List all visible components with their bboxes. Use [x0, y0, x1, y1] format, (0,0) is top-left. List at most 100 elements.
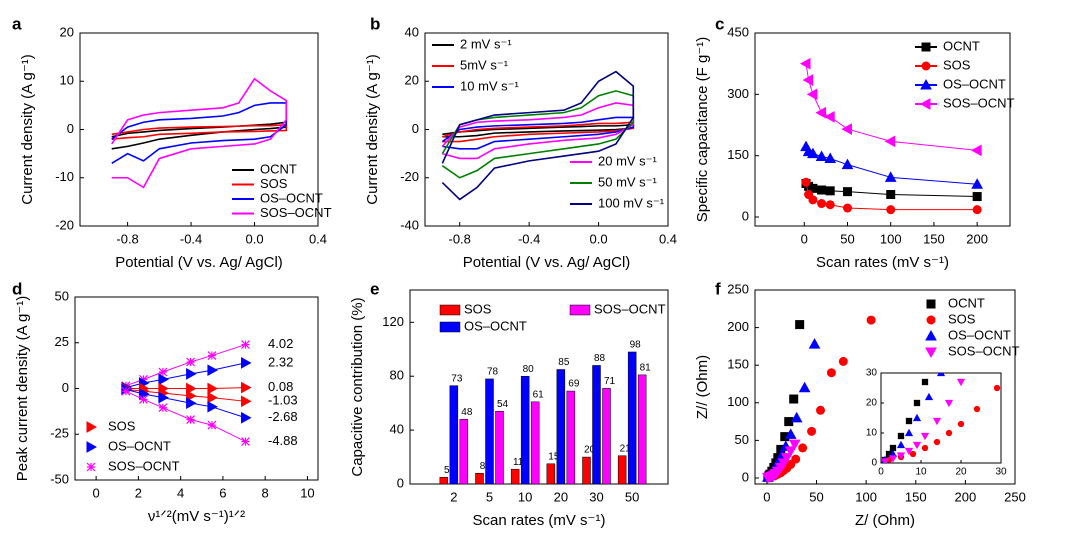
bar [449, 385, 459, 485]
marker [904, 447, 914, 456]
marker [971, 144, 982, 157]
marker [186, 397, 197, 409]
marker [790, 411, 803, 423]
x-tick-label: -0.8 [116, 231, 138, 246]
marker [86, 421, 98, 433]
marker [789, 394, 799, 404]
inset-points [881, 145, 1001, 463]
marker [909, 450, 917, 458]
inset-y-tick-label: 30 [866, 368, 878, 379]
marker [842, 203, 852, 213]
legend-label: OS–OCNT [948, 327, 1011, 342]
marker [807, 147, 819, 159]
x-tick-label: 200 [955, 489, 977, 504]
marker [186, 357, 196, 367]
marker [956, 378, 966, 387]
legend-label: OS–OCNT [108, 438, 171, 453]
data-label: 20 [584, 445, 596, 456]
marker [808, 338, 821, 349]
bar [566, 390, 576, 485]
marker [921, 42, 931, 52]
panel-label: b [370, 14, 380, 33]
marker [802, 74, 814, 86]
marker [86, 441, 98, 453]
x-tick-label: 0 [801, 231, 808, 246]
marker [925, 347, 937, 359]
legend-label: 100 mV s⁻¹ [598, 195, 665, 210]
data-label: 69 [568, 379, 580, 390]
marker [799, 57, 811, 70]
marker [972, 192, 982, 202]
bar [627, 351, 637, 485]
y-tick-label: 300 [727, 86, 749, 101]
x-tick-label: 100 [855, 489, 877, 504]
data-line [111, 77, 288, 189]
marker [207, 382, 218, 395]
legend-swatch [569, 304, 591, 316]
slope-label: -2.68 [268, 409, 298, 424]
marker [881, 458, 890, 463]
legend-label: SOS–OCNT [108, 458, 180, 473]
bar [602, 388, 611, 485]
y-tick-label: 150 [727, 357, 749, 372]
marker [158, 403, 168, 413]
y-axis-title: Specific capacitance (F g⁻¹) [694, 37, 711, 223]
slope-label: 4.02 [268, 336, 293, 351]
y-tick-label: 80 [390, 368, 404, 383]
legend-label: SOS [260, 176, 288, 191]
legend-label: SOS [464, 301, 492, 316]
y-tick-label: 20 [405, 73, 419, 88]
inset-x-tick-label: 30 [995, 467, 1007, 478]
x-axis-title: Potential (V vs. Ag/ AgCl) [115, 254, 283, 271]
marker [207, 364, 218, 377]
x-tick-label: 50 [840, 231, 854, 246]
plot-frame [754, 289, 1016, 485]
y-tick-label: -20 [55, 217, 74, 232]
x-tick-label: 100 [880, 231, 902, 246]
marker [241, 340, 250, 350]
marker [921, 378, 929, 386]
panel-label: e [370, 279, 379, 298]
marker [920, 432, 930, 441]
y-tick-label: 0 [62, 380, 69, 395]
legend-label: OS–OCNT [260, 190, 323, 205]
marker [241, 411, 252, 424]
marker [936, 373, 946, 377]
data-label: 15 [548, 451, 560, 462]
inset-y-tick-label: 20 [866, 398, 878, 409]
marker [825, 186, 835, 196]
marker [926, 315, 936, 325]
marker [121, 386, 131, 396]
x-axis-title: Potential (V vs. Ag/ AgCl) [463, 254, 631, 271]
x-tick-label: 5 [486, 489, 493, 504]
legend-label: SOS [108, 418, 136, 433]
marker [986, 145, 992, 151]
marker [824, 152, 837, 164]
data-label: 5 [444, 465, 450, 476]
marker [884, 171, 897, 182]
legend-label: SOS–OCNT [948, 343, 1020, 358]
x-tick-label: 50 [625, 489, 639, 504]
marker [973, 405, 981, 413]
marker [784, 446, 797, 457]
marker [788, 439, 801, 451]
y-tick-label: 40 [390, 422, 404, 437]
x-axis-title: Scan rates (mV s⁻¹) [816, 254, 949, 271]
marker [945, 429, 953, 437]
y-tick-label: 250 [727, 281, 749, 296]
marker [924, 392, 934, 401]
marker [897, 432, 905, 440]
marker [186, 389, 197, 402]
marker [841, 123, 852, 135]
data-label: 98 [630, 340, 642, 351]
marker [886, 190, 896, 200]
marker [866, 315, 876, 325]
x-tick-label: 2 [135, 485, 142, 500]
marker [158, 391, 169, 404]
marker [884, 135, 896, 148]
y-tick-label: 100 [727, 394, 749, 409]
slope-label: -1.03 [268, 393, 298, 408]
legend-label: SOS [948, 311, 976, 326]
marker [912, 441, 922, 450]
marker [886, 205, 896, 215]
